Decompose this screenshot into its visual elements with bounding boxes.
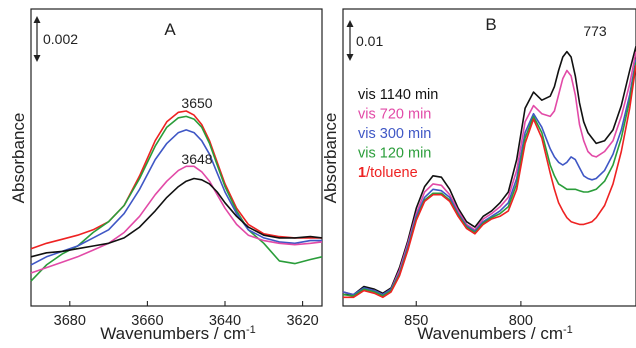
scale-bar-arrow-up-a <box>33 16 41 23</box>
series-line-a-3 <box>30 165 323 274</box>
x-tick-label-a-0: 3680 <box>54 313 86 329</box>
x-axis-label-b-sup: -1 <box>563 324 573 336</box>
x-ticks-a: 3680 3660 3640 3620 <box>54 301 319 329</box>
x-tick-label-a-1: 3660 <box>131 313 163 329</box>
plot-frame-b <box>342 8 636 307</box>
legend-entry-text-3: 120 min <box>376 146 432 162</box>
legend-entry-text-4: /toluene <box>366 165 418 181</box>
scale-bar-arrow-up-b <box>346 20 354 27</box>
series-group-b <box>342 45 636 299</box>
legend-entry-3: vis 120 min <box>358 146 431 162</box>
legend-entry-text-2: 300 min <box>376 126 432 142</box>
peak-label-3648: 3648 <box>181 151 212 167</box>
scale-bar-label-a: 0.002 <box>43 31 78 47</box>
legend-entry-prefix-1: vis <box>358 107 376 123</box>
series-group-a <box>30 110 323 282</box>
legend-entry-text-0: 1140 min <box>376 87 439 103</box>
x-tick-label-a-2: 3640 <box>209 313 241 329</box>
scale-bar-b: 0.01 <box>346 20 383 61</box>
panel-a: 3680 3660 3640 3620 A 0.002 3650 3648 Absor… <box>9 8 323 343</box>
legend-entry-prefix-3: vis <box>358 146 376 162</box>
series-line-a-4 <box>30 177 323 258</box>
legend-entry-prefix-0: vis <box>358 87 376 103</box>
legend-entry-0: vis 1140 min <box>358 87 438 103</box>
legend-entry-prefix-4: 1 <box>358 165 366 181</box>
series-line-b-0 <box>343 45 636 296</box>
panel-label-a: A <box>164 20 176 39</box>
x-axis-label-b: Wavenumbers / cm-1 <box>417 324 573 343</box>
series-line-a-2 <box>30 129 322 266</box>
panel-label-b: B <box>485 15 496 34</box>
legend-entry-prefix-2: vis <box>358 126 376 142</box>
x-tick-label-b-1: 800 <box>509 313 533 329</box>
scale-bar-label-b: 0.01 <box>356 33 383 49</box>
series-line-a-0 <box>30 110 322 250</box>
x-tick-label-a-3: 3620 <box>286 313 318 329</box>
peak-label-3650: 3650 <box>181 95 212 111</box>
x-ticks-b: 850 800 <box>404 301 533 329</box>
x-axis-label-a-text: Wavenumbers / cm <box>100 324 246 343</box>
scale-bar-arrow-down-a <box>33 55 41 62</box>
peak-label-773: 773 <box>583 23 607 39</box>
legend-entry-text-1: 720 min <box>376 107 432 123</box>
series-line-b-4 <box>343 64 636 299</box>
x-axis-label-a-sup: -1 <box>246 324 256 336</box>
series-line-a-1 <box>30 115 323 282</box>
x-tick-label-b-0: 850 <box>404 313 428 329</box>
legend-entry-1: vis 720 min <box>358 107 431 123</box>
y-axis-label-a: Absorbance <box>9 113 28 204</box>
y-axis-label-b: Absorbance <box>321 113 340 204</box>
scale-bar-arrow-down-b <box>346 54 354 61</box>
series-line-b-1 <box>342 51 636 296</box>
plot-frame-a <box>30 8 323 307</box>
scale-bar-a: 0.002 <box>33 16 78 62</box>
legend-entry-4: 1/toluene <box>358 165 418 181</box>
x-axis-label-a: Wavenumbers / cm-1 <box>100 324 256 343</box>
legend-entry-2: vis 300 min <box>358 126 431 142</box>
x-axis-label-b-text: Wavenumbers / cm <box>417 324 563 343</box>
